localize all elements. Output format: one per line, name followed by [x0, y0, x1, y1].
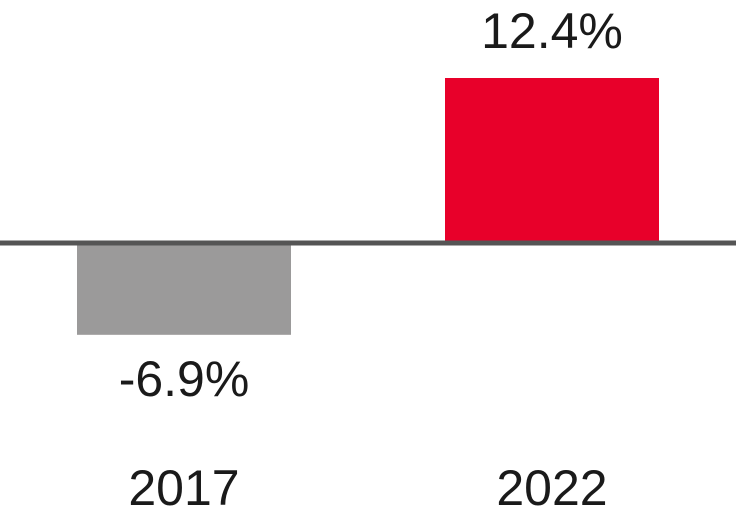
bar — [445, 78, 659, 243]
value-label: -6.9% — [119, 351, 250, 407]
value-label: 12.4% — [481, 3, 623, 59]
x-tick-label: 2017 — [128, 460, 239, 516]
bar — [77, 243, 291, 335]
x-tick-label: 2022 — [496, 460, 607, 516]
